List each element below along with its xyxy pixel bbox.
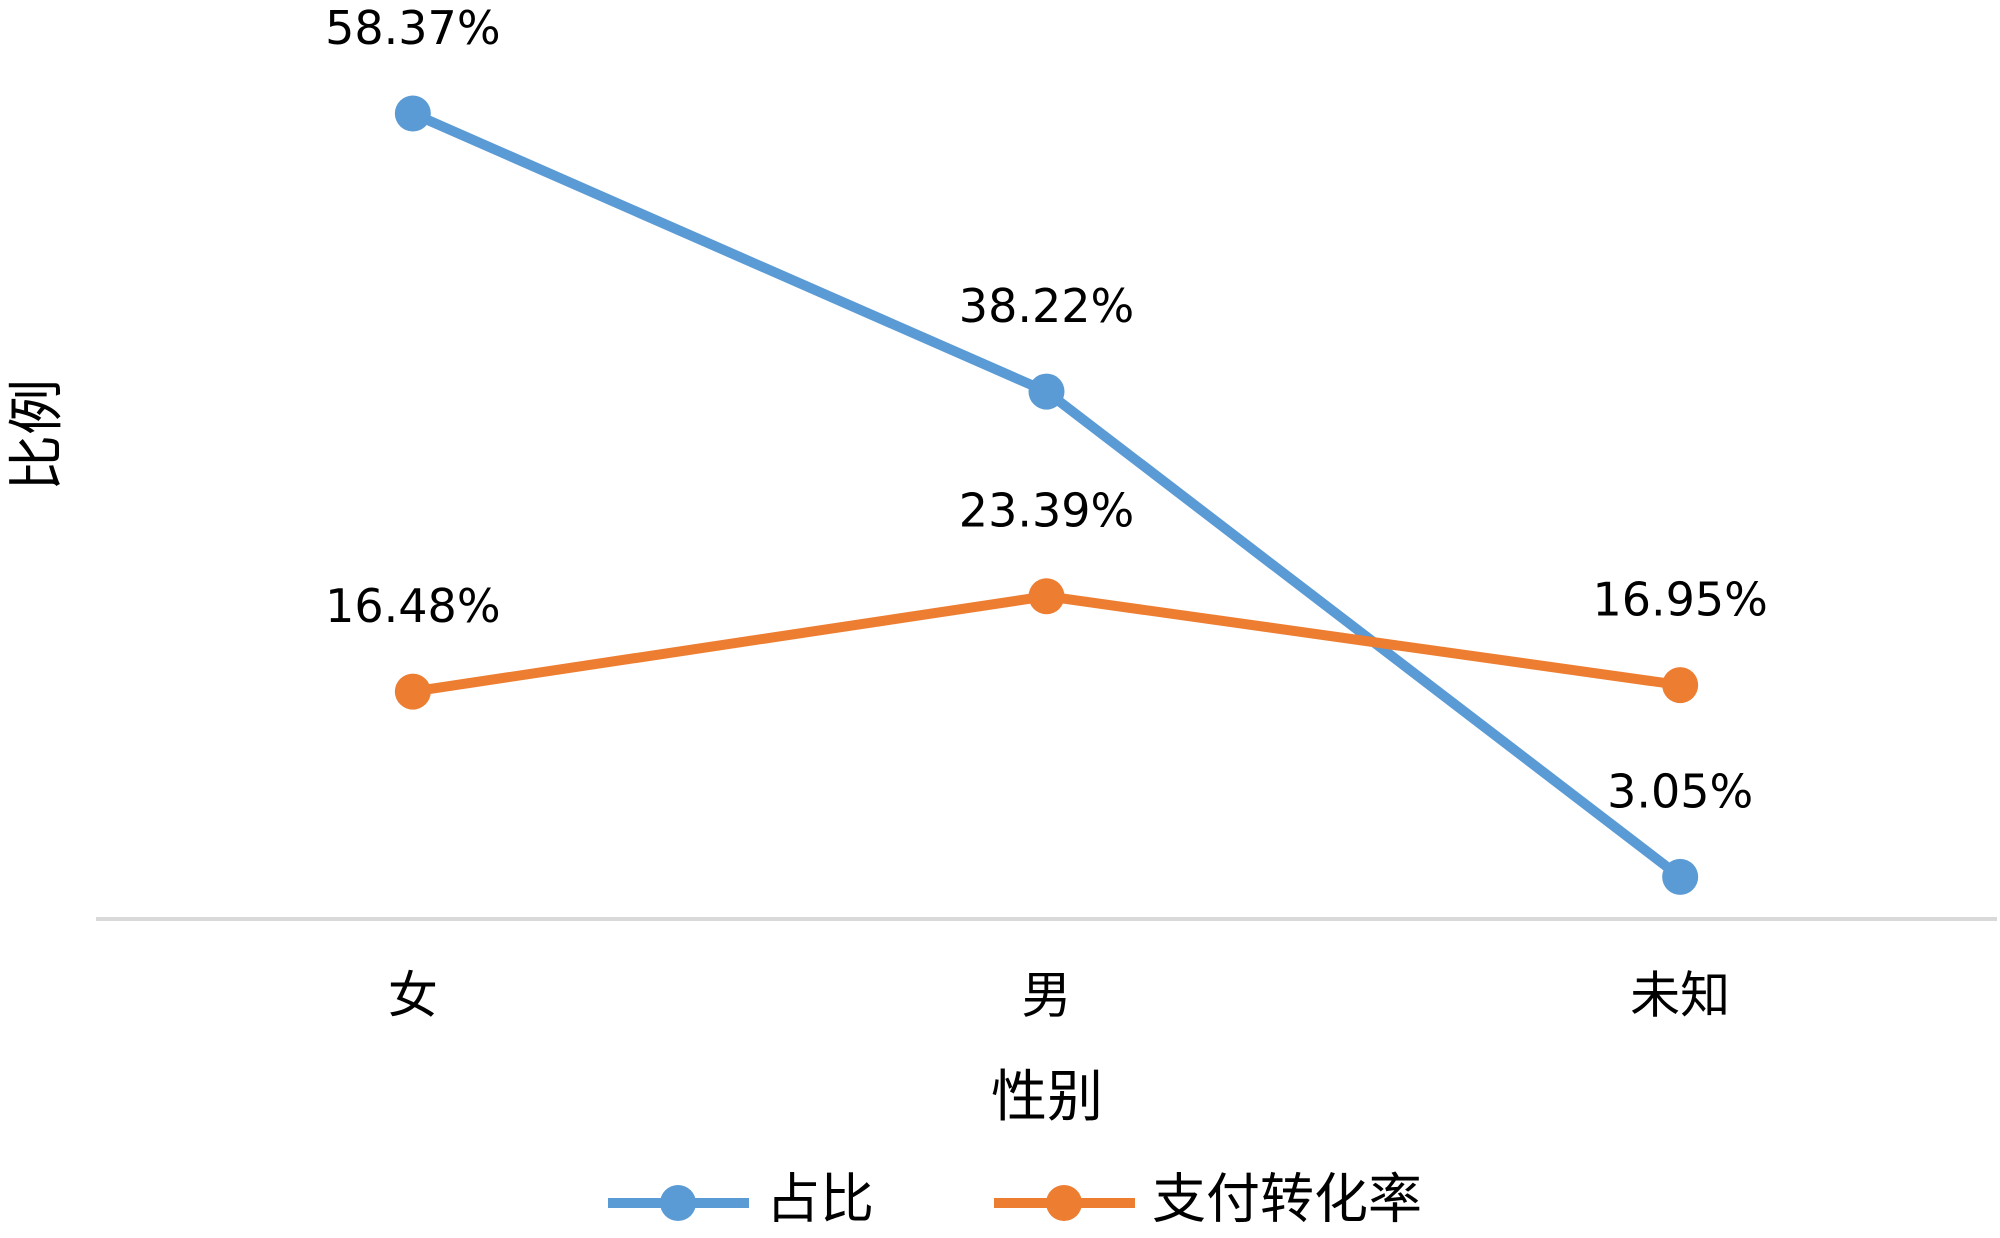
marker <box>1662 858 1699 895</box>
legend-marker <box>660 1185 696 1221</box>
data-label: 16.48% <box>325 579 500 633</box>
x-axis-title: 性别 <box>991 1065 1103 1130</box>
marker <box>1028 373 1065 410</box>
data-label: 58.37% <box>325 1 500 55</box>
legend-label: 支付转化率 <box>1152 1168 1422 1231</box>
y-axis-title: 比例 <box>5 379 70 491</box>
x-tick-label: 女 <box>388 967 438 1025</box>
data-label: 3.05% <box>1607 764 1753 818</box>
data-label: 38.22% <box>959 279 1134 333</box>
marker <box>1028 578 1065 615</box>
data-label: 16.95% <box>1592 573 1767 627</box>
x-tick-label: 未知 <box>1630 967 1730 1025</box>
marker <box>1662 667 1699 704</box>
marker <box>394 95 431 132</box>
marker <box>394 673 431 710</box>
x-tick-label: 男 <box>1022 967 1072 1025</box>
legend-marker <box>1046 1185 1082 1221</box>
data-label: 23.39% <box>959 484 1134 538</box>
legend-label: 占比 <box>766 1168 874 1231</box>
